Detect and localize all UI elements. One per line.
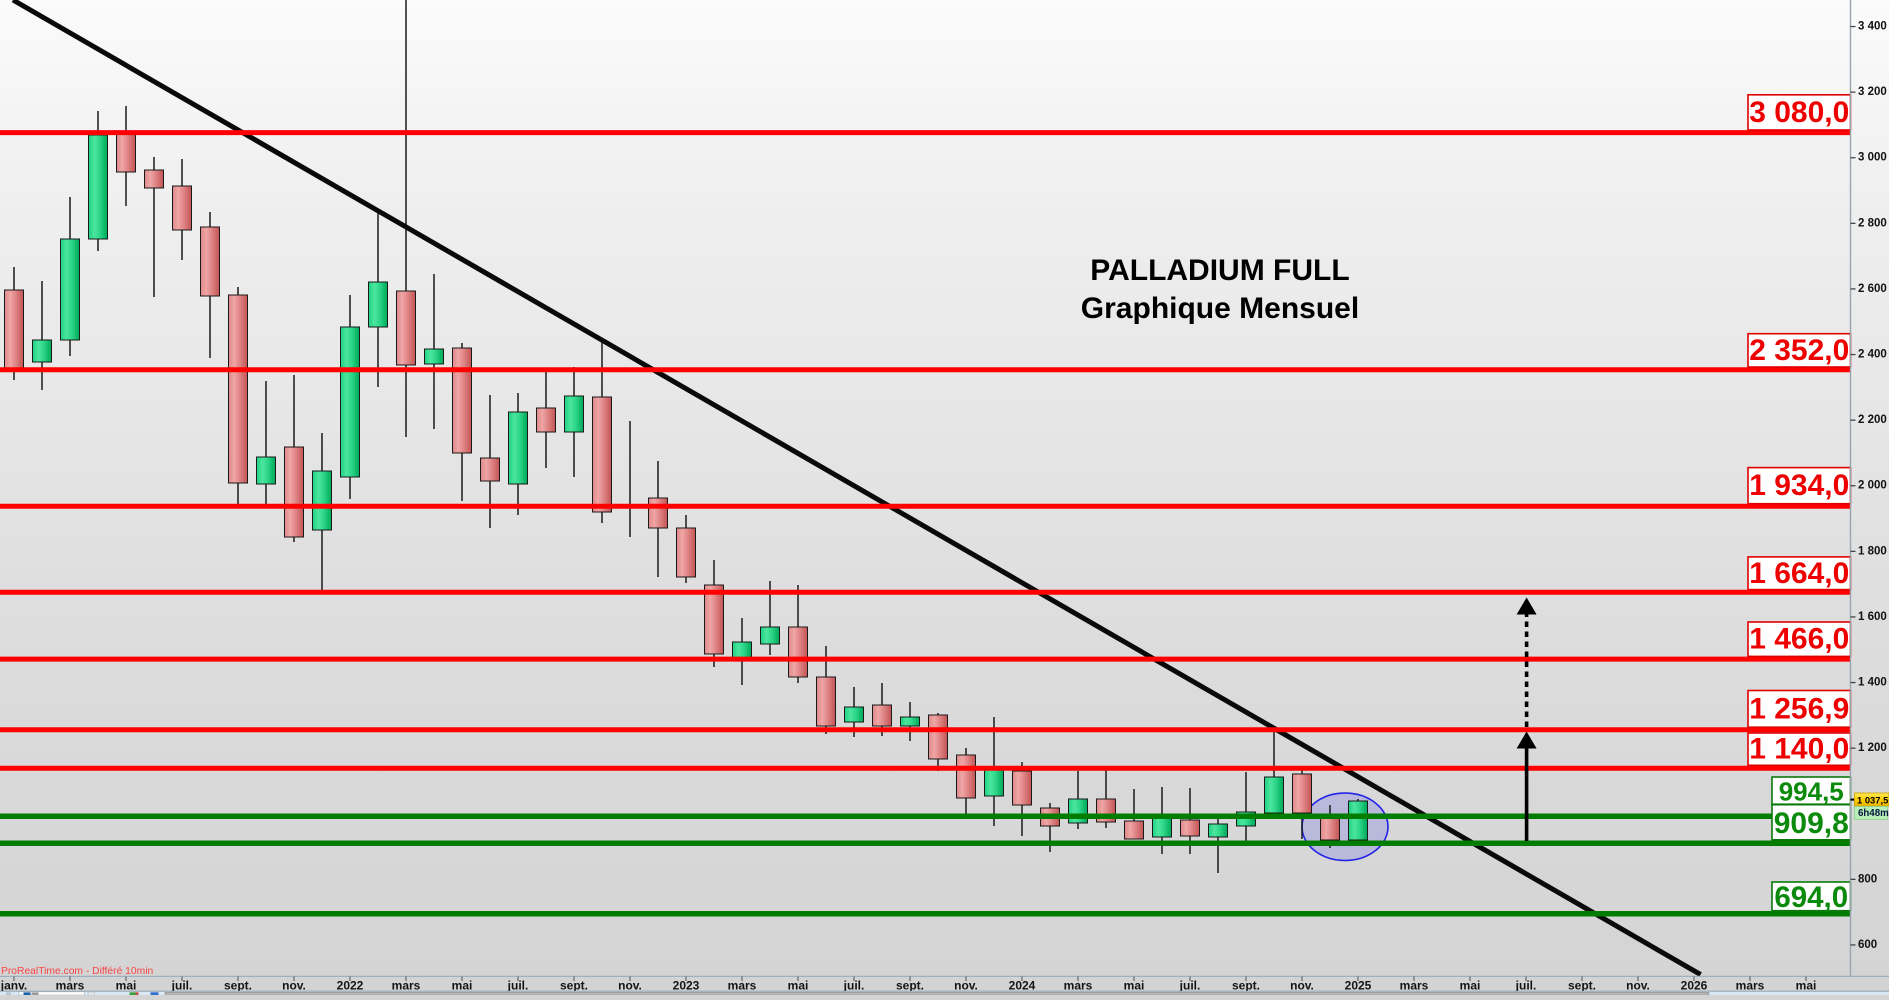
- svg-text:sept.: sept.: [1568, 978, 1596, 992]
- svg-text:nov.: nov.: [954, 978, 978, 992]
- svg-text:juil.: juil.: [507, 978, 529, 992]
- svg-text:6h48m: 6h48m: [1858, 808, 1889, 819]
- svg-text:nov.: nov.: [1626, 978, 1650, 992]
- svg-text:2 800: 2 800: [1858, 217, 1887, 229]
- svg-text:mai: mai: [788, 978, 809, 992]
- svg-text:nov.: nov.: [1290, 978, 1314, 992]
- svg-text:3 400: 3 400: [1858, 21, 1887, 33]
- svg-text:3 200: 3 200: [1858, 86, 1887, 98]
- svg-text:2 000: 2 000: [1858, 480, 1887, 492]
- svg-text:juil.: juil.: [1515, 978, 1537, 992]
- svg-text:nov.: nov.: [282, 978, 306, 992]
- svg-text:2025: 2025: [1345, 978, 1372, 992]
- svg-text:2 400: 2 400: [1858, 349, 1887, 361]
- svg-text:3 000: 3 000: [1858, 152, 1887, 164]
- svg-text:2024: 2024: [1009, 978, 1036, 992]
- svg-text:800: 800: [1858, 873, 1877, 885]
- svg-text:mars: mars: [1736, 978, 1765, 992]
- svg-text:1 800: 1 800: [1858, 545, 1887, 557]
- svg-text:sept.: sept.: [224, 978, 252, 992]
- svg-text:mars: mars: [392, 978, 421, 992]
- svg-text:2 600: 2 600: [1858, 283, 1887, 295]
- svg-text:mars: mars: [728, 978, 757, 992]
- svg-text:909,8: 909,8: [1774, 807, 1849, 840]
- svg-text:2026: 2026: [1681, 978, 1708, 992]
- svg-text:mai: mai: [116, 978, 137, 992]
- svg-text:juil.: juil.: [171, 978, 193, 992]
- svg-text:1 664,0: 1 664,0: [1749, 557, 1849, 590]
- svg-text:mars: mars: [1064, 978, 1093, 992]
- svg-text:1 466,0: 1 466,0: [1749, 623, 1849, 656]
- svg-text:mars: mars: [1400, 978, 1429, 992]
- svg-text:sept.: sept.: [896, 978, 924, 992]
- svg-text:janv.: janv.: [0, 978, 27, 992]
- svg-text:juil.: juil.: [843, 978, 865, 992]
- svg-text:ProRealTime.com - Différé 10mi: ProRealTime.com - Différé 10min: [1, 966, 153, 977]
- svg-text:sept.: sept.: [560, 978, 588, 992]
- svg-text:2 200: 2 200: [1858, 414, 1887, 426]
- svg-text:sept.: sept.: [1232, 978, 1260, 992]
- svg-text:1 037,5: 1 037,5: [1857, 794, 1888, 805]
- svg-text:mars: mars: [56, 978, 85, 992]
- svg-text:1 200: 1 200: [1858, 742, 1887, 754]
- svg-text:1 934,0: 1 934,0: [1749, 469, 1849, 502]
- svg-text:994,5: 994,5: [1779, 777, 1844, 807]
- svg-text:mai: mai: [1796, 978, 1817, 992]
- svg-text:juil.: juil.: [1179, 978, 1201, 992]
- svg-text:mai: mai: [1460, 978, 1481, 992]
- svg-text:1 400: 1 400: [1858, 677, 1887, 689]
- svg-text:mai: mai: [1124, 978, 1145, 992]
- svg-text:600: 600: [1858, 939, 1877, 951]
- svg-text:1 256,9: 1 256,9: [1749, 692, 1849, 725]
- svg-text:2023: 2023: [673, 978, 700, 992]
- svg-text:2022: 2022: [337, 978, 364, 992]
- svg-text:PALLADIUM FULL: PALLADIUM FULL: [1090, 254, 1349, 287]
- svg-text:1 600: 1 600: [1858, 611, 1887, 623]
- svg-text:3 080,0: 3 080,0: [1749, 96, 1849, 129]
- svg-text:mai: mai: [452, 978, 473, 992]
- svg-text:1 140,0: 1 140,0: [1749, 733, 1849, 766]
- svg-text:Graphique Mensuel: Graphique Mensuel: [1081, 292, 1359, 325]
- svg-text:nov.: nov.: [618, 978, 642, 992]
- svg-text:694,0: 694,0: [1774, 881, 1848, 914]
- svg-text:2 352,0: 2 352,0: [1749, 334, 1849, 367]
